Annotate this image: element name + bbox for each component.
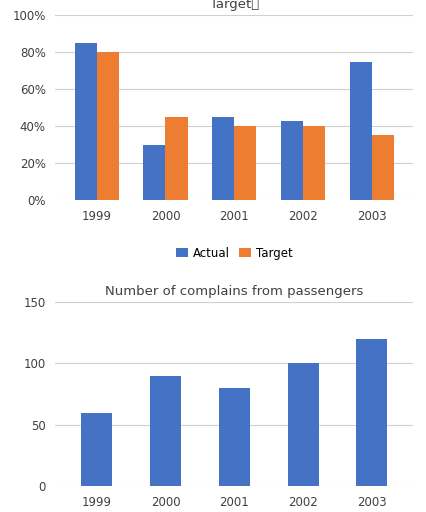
- Bar: [75, 43, 97, 200]
- Bar: [281, 121, 303, 200]
- Title: Performance of bus arriving on time （Actual and
Target）: Performance of bus arriving on time （Act…: [72, 0, 396, 11]
- Bar: [165, 117, 187, 200]
- Bar: [144, 145, 165, 200]
- Bar: [303, 126, 325, 200]
- Bar: [288, 363, 319, 486]
- Bar: [150, 376, 181, 486]
- Bar: [212, 117, 234, 200]
- Bar: [350, 61, 372, 200]
- Bar: [234, 126, 256, 200]
- Bar: [357, 338, 387, 486]
- Bar: [97, 52, 119, 200]
- Bar: [372, 136, 394, 200]
- Legend: Actual, Target: Actual, Target: [171, 242, 297, 264]
- Title: Number of complains from passengers: Number of complains from passengers: [105, 285, 363, 298]
- Bar: [219, 388, 250, 486]
- Bar: [81, 413, 112, 486]
